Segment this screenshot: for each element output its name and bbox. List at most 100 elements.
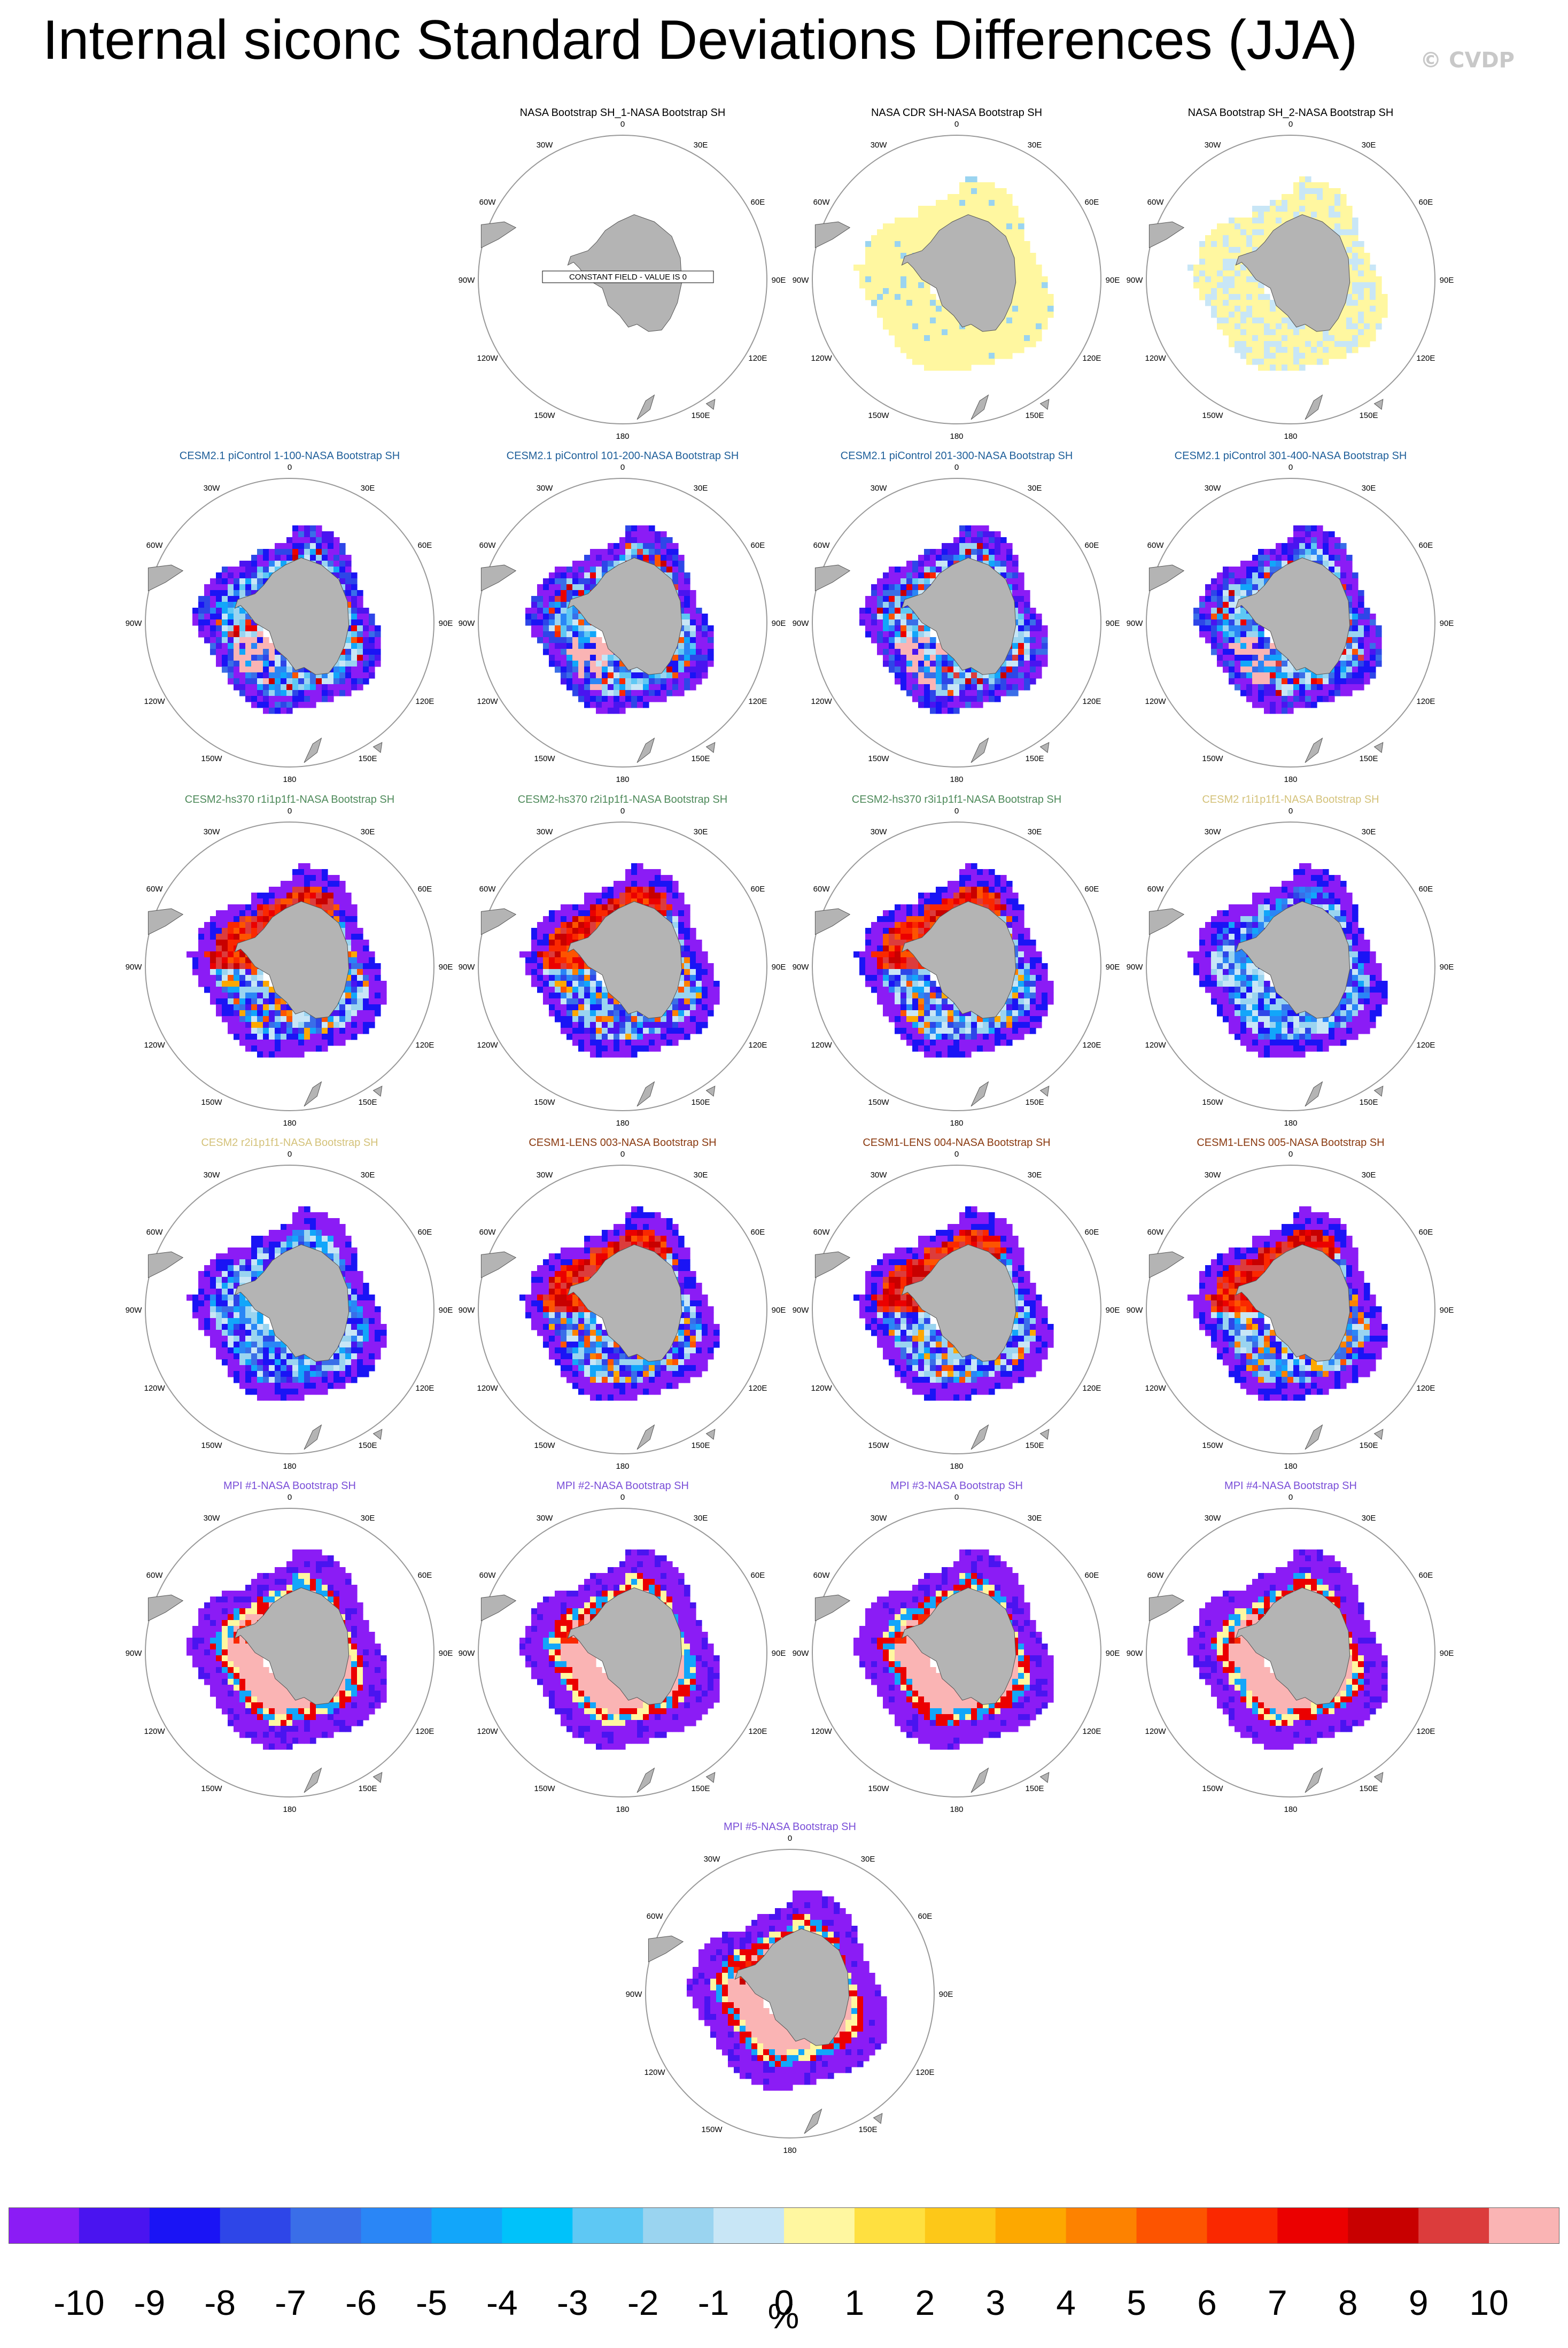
grid-cell — [328, 1016, 334, 1022]
grid-cell — [251, 555, 258, 561]
grid-cell — [625, 537, 632, 544]
grid-cell — [637, 863, 643, 870]
grid-cell — [1264, 708, 1270, 714]
grid-cell — [1352, 667, 1359, 673]
grid-cell — [269, 1051, 275, 1058]
grid-cell — [1264, 549, 1270, 555]
grid-cell — [995, 567, 1001, 573]
grid-cell — [1240, 329, 1247, 336]
grid-cell — [1199, 253, 1206, 259]
grid-cell — [614, 561, 620, 567]
grid-cell — [901, 684, 907, 691]
grid-cell — [959, 347, 966, 353]
grid-cell — [269, 667, 275, 673]
grid-cell — [889, 265, 895, 271]
grid-cell — [959, 690, 966, 696]
grid-cell — [351, 572, 358, 579]
grid-cell — [889, 602, 895, 608]
longitude-label: 60W — [146, 885, 164, 894]
grid-cell — [936, 702, 942, 708]
grid-cell — [953, 690, 960, 696]
grid-cell — [865, 602, 872, 608]
grid-cell — [1000, 194, 1007, 200]
grid-cell — [936, 323, 942, 330]
grid-cell — [1012, 596, 1019, 602]
grid-cell — [210, 969, 216, 975]
grid-cell — [269, 555, 275, 561]
grid-cell — [1370, 265, 1376, 271]
grid-cell — [901, 300, 907, 306]
grid-cell — [948, 312, 954, 318]
grid-cell — [339, 567, 346, 573]
grid-cell — [239, 637, 246, 644]
grid-cell — [1229, 608, 1235, 614]
grid-cell — [1264, 235, 1270, 242]
grid-cell — [286, 555, 293, 561]
grid-cell — [1287, 678, 1294, 685]
grid-cell — [1352, 602, 1359, 608]
grid-cell — [210, 957, 216, 964]
grid-cell — [666, 916, 673, 923]
grid-cell — [298, 672, 305, 679]
grid-cell — [948, 543, 954, 549]
grid-cell — [1264, 353, 1270, 359]
grid-cell — [901, 625, 907, 632]
grid-cell — [590, 567, 596, 573]
grid-cell — [286, 696, 293, 702]
grid-cell — [1346, 235, 1353, 242]
grid-cell — [339, 928, 346, 934]
grid-cell — [1223, 282, 1229, 289]
grid-cell — [989, 678, 995, 685]
grid-cell — [263, 696, 269, 702]
grid-cell — [1036, 667, 1042, 673]
grid-cell — [983, 678, 989, 685]
grid-cell — [1370, 270, 1376, 277]
grid-cell — [1282, 323, 1288, 330]
grid-cell — [298, 881, 305, 887]
grid-cell — [375, 963, 381, 970]
grid-cell — [234, 637, 240, 644]
grid-cell — [1317, 194, 1323, 200]
grid-cell — [322, 875, 328, 881]
grid-cell — [590, 672, 596, 679]
panel-title: CESM2.1 piControl 201-300-NASA Bootstrap… — [840, 450, 1073, 462]
grid-cell — [322, 549, 328, 555]
grid-cell — [936, 649, 942, 655]
longitude-label: 90E — [1106, 619, 1120, 628]
grid-cell — [222, 940, 228, 946]
grid-cell — [1199, 270, 1206, 277]
grid-cell — [983, 684, 989, 691]
longitude-label: 150E — [691, 411, 710, 420]
grid-cell — [1229, 329, 1235, 336]
grid-cell — [1018, 329, 1024, 336]
grid-cell — [901, 572, 907, 579]
grid-cell — [239, 963, 246, 970]
grid-cell — [1352, 335, 1359, 342]
grid-cell — [1205, 259, 1212, 265]
grid-cell — [584, 690, 591, 696]
grid-cell — [1311, 347, 1317, 353]
grid-cell — [1299, 341, 1306, 347]
grid-cell — [924, 229, 930, 236]
grid-cell — [1340, 306, 1347, 312]
grid-cell — [555, 922, 561, 928]
grid-cell — [251, 625, 258, 632]
grid-cell — [1030, 619, 1036, 626]
grid-cell — [357, 993, 363, 999]
grid-cell — [328, 555, 334, 561]
longitude-label: 0 — [954, 120, 959, 129]
grid-cell — [995, 200, 1001, 206]
grid-cell — [222, 987, 228, 993]
longitude-label: 60W — [146, 541, 164, 550]
grid-cell — [1270, 341, 1276, 347]
grid-cell — [222, 916, 228, 923]
grid-cell — [643, 672, 649, 679]
grid-cell — [1047, 300, 1054, 306]
grid-cell — [614, 702, 620, 708]
grid-cell — [1334, 229, 1341, 236]
grid-cell — [912, 229, 919, 236]
grid-cell — [924, 306, 930, 312]
grid-cell — [649, 690, 655, 696]
grid-cell — [310, 696, 316, 702]
grid-cell — [1024, 661, 1030, 667]
